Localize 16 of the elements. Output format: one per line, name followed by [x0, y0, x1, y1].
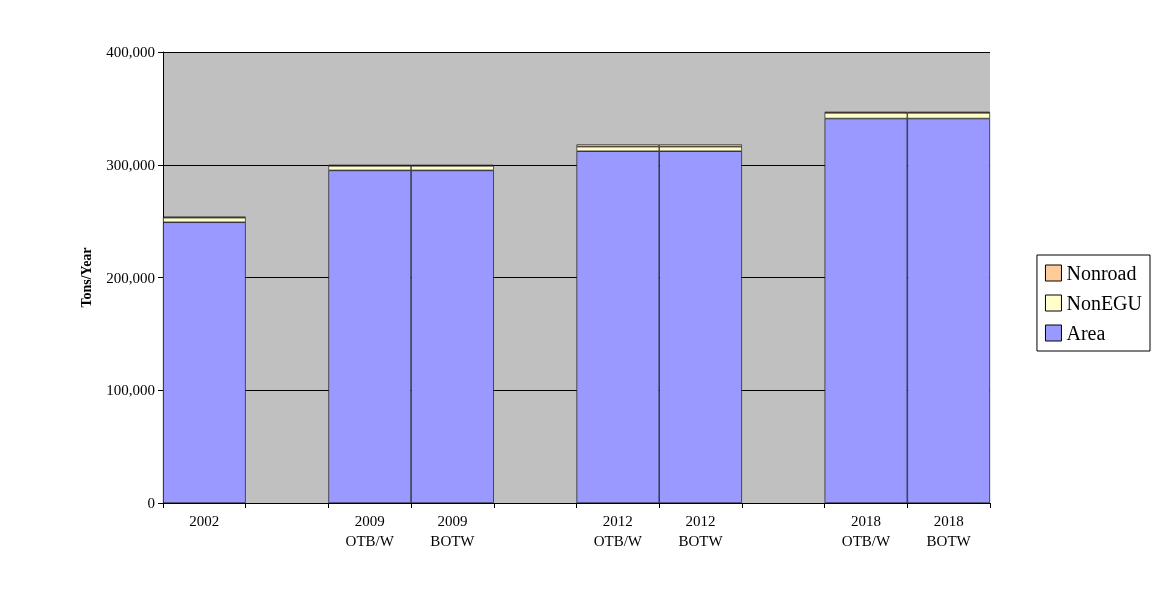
legend-label: NonEGU	[1066, 292, 1143, 314]
y-tick-label: 100,000	[106, 382, 155, 399]
legend-label: Area	[1066, 322, 1106, 344]
x-tick-label: 2009 OTB/W	[345, 513, 395, 549]
y-tick-label: 200,000	[106, 269, 155, 286]
x-tick-label: 2012 OTB/W	[593, 513, 643, 549]
x-tick-label: 2018 BOTW	[926, 513, 972, 549]
y-tick-label: 400,000	[106, 44, 155, 60]
x-tick-label: 2018 OTB/W	[841, 513, 891, 549]
y-tick-label: 300,000	[106, 156, 155, 173]
x-tick-label: 2009 BOTW	[430, 513, 476, 549]
y-axis-title: Tons/Year	[78, 247, 94, 308]
y-tick-label: 0	[147, 495, 155, 511]
x-tick-label: 2002	[189, 513, 220, 529]
legend-label: Nonroad	[1066, 262, 1137, 284]
x-tick-label: 2012 BOTW	[678, 513, 724, 549]
